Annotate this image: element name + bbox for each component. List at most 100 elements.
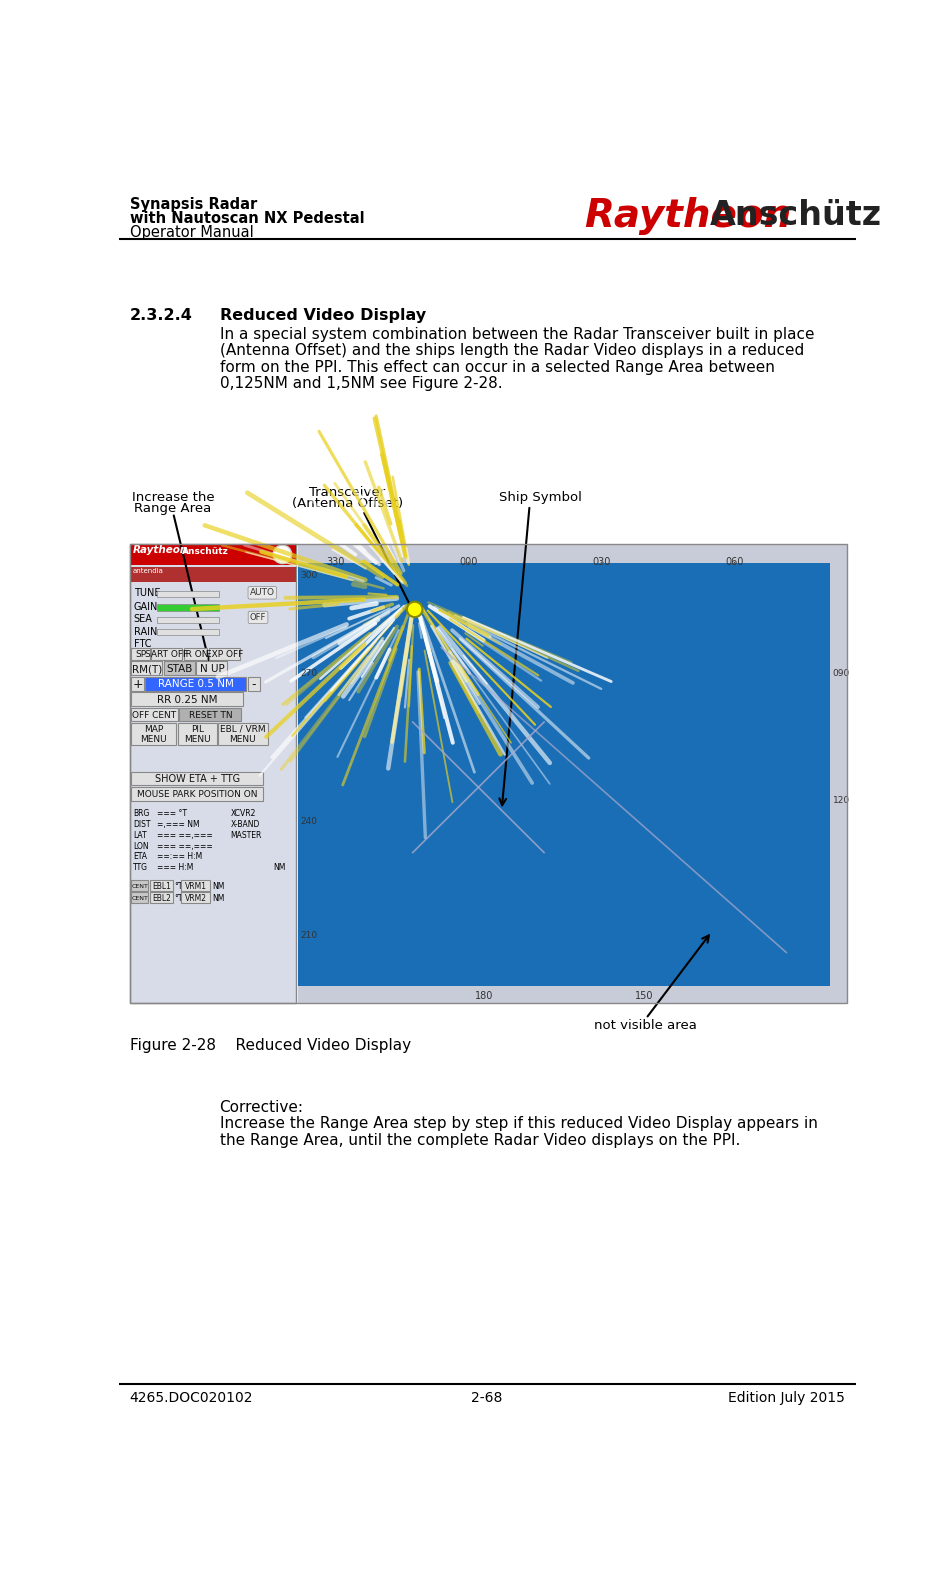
Text: VRM2: VRM2 bbox=[184, 894, 206, 904]
Text: Reduced Video Display: Reduced Video Display bbox=[220, 309, 426, 323]
Bar bbox=[150, 880, 173, 891]
Text: GAIN: GAIN bbox=[133, 601, 158, 613]
Bar bbox=[830, 544, 847, 1004]
Bar bbox=[298, 986, 830, 1004]
Text: Increase the Range Area step by step if this reduced Video Display appears in: Increase the Range Area step by step if … bbox=[220, 1117, 818, 1131]
Text: Synapsis Radar: Synapsis Radar bbox=[129, 197, 257, 212]
Bar bbox=[157, 617, 219, 624]
Text: 300: 300 bbox=[301, 571, 318, 581]
Text: 150: 150 bbox=[634, 991, 653, 1001]
Bar bbox=[131, 772, 263, 786]
Text: N UP: N UP bbox=[200, 663, 224, 675]
Text: NM: NM bbox=[212, 881, 224, 891]
Circle shape bbox=[273, 546, 292, 563]
Text: 270: 270 bbox=[301, 668, 318, 678]
Text: not visible area: not visible area bbox=[594, 1018, 697, 1031]
Text: 2-68: 2-68 bbox=[472, 1391, 503, 1405]
Text: LAT: LAT bbox=[133, 831, 146, 840]
Text: TUNE: TUNE bbox=[133, 589, 160, 598]
Text: Corrective:: Corrective: bbox=[220, 1099, 303, 1115]
Bar bbox=[131, 648, 150, 660]
Text: CENT: CENT bbox=[131, 883, 148, 889]
Text: In a special system combination between the Radar Transceiver built in place: In a special system combination between … bbox=[220, 328, 814, 342]
Text: +: + bbox=[132, 678, 143, 690]
Text: Anschütz: Anschütz bbox=[709, 199, 882, 232]
Text: -: - bbox=[251, 678, 256, 690]
Bar bbox=[157, 590, 219, 597]
Bar bbox=[157, 605, 219, 611]
Text: 120: 120 bbox=[833, 796, 850, 805]
Text: === ==,===: === ==,=== bbox=[157, 842, 213, 851]
Circle shape bbox=[407, 601, 422, 617]
Text: MAP
MENU: MAP MENU bbox=[141, 725, 167, 745]
Bar bbox=[131, 692, 243, 706]
Text: SEA: SEA bbox=[133, 614, 152, 624]
Text: Operator Manual: Operator Manual bbox=[129, 224, 254, 240]
Bar bbox=[129, 544, 297, 1004]
Text: form on the PPI. This effect can occur in a selected Range Area between: form on the PPI. This effect can occur i… bbox=[220, 360, 774, 374]
Text: DIST: DIST bbox=[133, 819, 150, 829]
Text: AUTO: AUTO bbox=[250, 589, 275, 597]
Text: RESET TN: RESET TN bbox=[188, 711, 232, 719]
Text: MOUSE PARK POSITION ON: MOUSE PARK POSITION ON bbox=[137, 791, 258, 799]
Text: 4265.DOC020102: 4265.DOC020102 bbox=[129, 1391, 253, 1405]
Text: EBL1: EBL1 bbox=[152, 881, 171, 891]
Text: Increase the: Increase the bbox=[132, 492, 214, 504]
Text: Figure 2-28    Reduced Video Display: Figure 2-28 Reduced Video Display bbox=[129, 1037, 411, 1053]
Bar bbox=[181, 893, 210, 904]
Bar bbox=[298, 544, 847, 563]
Text: RANGE 0.5 NM: RANGE 0.5 NM bbox=[158, 679, 234, 689]
Text: SP: SP bbox=[135, 651, 146, 659]
Bar bbox=[129, 544, 847, 1004]
Text: SHOW ETA + TTG: SHOW ETA + TTG bbox=[155, 775, 240, 784]
Text: Transceiver: Transceiver bbox=[309, 485, 385, 500]
Text: X-BAND: X-BAND bbox=[230, 819, 260, 829]
Text: 330: 330 bbox=[326, 557, 344, 568]
Text: (Antenna Offset): (Antenna Offset) bbox=[292, 496, 403, 509]
Text: EBL2: EBL2 bbox=[152, 894, 171, 904]
Text: °T: °T bbox=[175, 894, 184, 904]
Bar bbox=[146, 676, 246, 690]
Text: 2.3.2.4: 2.3.2.4 bbox=[129, 309, 193, 323]
Bar bbox=[131, 708, 178, 721]
Bar bbox=[131, 676, 144, 690]
Bar bbox=[131, 880, 148, 891]
Text: XCVR2: XCVR2 bbox=[230, 810, 256, 818]
Text: Raytheon: Raytheon bbox=[133, 546, 188, 555]
Text: === °T: === °T bbox=[157, 810, 186, 818]
Bar bbox=[131, 893, 148, 904]
Text: LON: LON bbox=[133, 842, 148, 851]
Bar bbox=[157, 628, 219, 635]
Text: ETA: ETA bbox=[133, 853, 146, 861]
Text: PIL
MENU: PIL MENU bbox=[184, 725, 210, 745]
Bar bbox=[196, 662, 227, 675]
Text: °T: °T bbox=[175, 881, 184, 891]
Text: FTC: FTC bbox=[133, 640, 151, 649]
Bar bbox=[247, 676, 260, 690]
Text: === ==,===: === ==,=== bbox=[157, 831, 213, 840]
Text: VRM1: VRM1 bbox=[184, 881, 206, 891]
Text: ==:== H:M: ==:== H:M bbox=[157, 853, 203, 861]
Text: TTG: TTG bbox=[133, 864, 147, 872]
Text: 090: 090 bbox=[833, 668, 850, 678]
Text: NM: NM bbox=[273, 864, 285, 872]
Text: Ship Symbol: Ship Symbol bbox=[498, 492, 581, 504]
Bar bbox=[129, 566, 297, 582]
Bar bbox=[181, 880, 210, 891]
Text: CENT: CENT bbox=[131, 896, 148, 901]
Text: 240: 240 bbox=[301, 818, 318, 826]
Text: antendia: antendia bbox=[133, 568, 164, 574]
Text: with Nautoscan NX Pedestal: with Nautoscan NX Pedestal bbox=[129, 212, 364, 226]
Text: RM(T): RM(T) bbox=[131, 663, 162, 675]
Text: IR ON: IR ON bbox=[183, 651, 208, 659]
Text: SART OFF: SART OFF bbox=[146, 651, 188, 659]
Bar bbox=[151, 648, 183, 660]
Text: the Range Area, until the complete Radar Video displays on the PPI.: the Range Area, until the complete Radar… bbox=[220, 1133, 740, 1147]
Bar bbox=[131, 662, 163, 675]
Bar bbox=[298, 544, 847, 1004]
Text: Raytheon: Raytheon bbox=[584, 197, 791, 235]
Bar bbox=[180, 708, 242, 721]
Text: OFF CENT: OFF CENT bbox=[132, 711, 177, 719]
Bar bbox=[209, 648, 240, 660]
Text: NM: NM bbox=[212, 894, 224, 904]
